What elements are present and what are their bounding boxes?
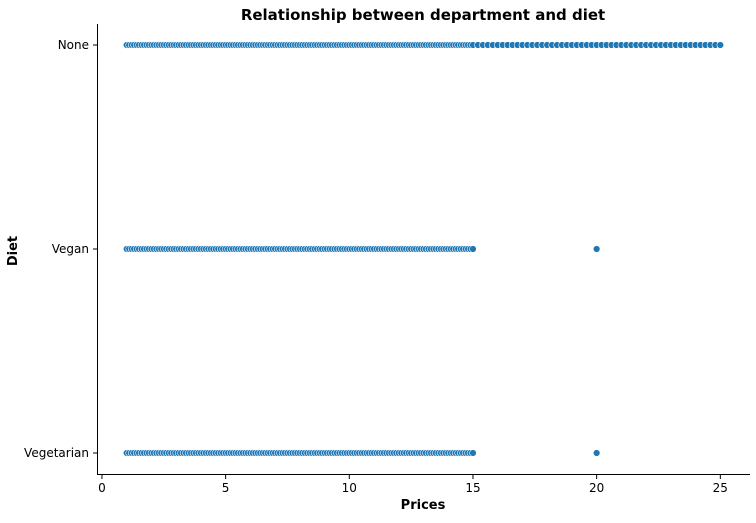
data-point	[469, 449, 477, 457]
y-axis-label: Diet	[6, 236, 21, 266]
y-tick-label: Vegan	[52, 242, 89, 256]
x-tick-label: 5	[222, 481, 230, 495]
y-axis-ticks: None Vegan Vegetarian	[24, 38, 97, 460]
data-point	[716, 41, 725, 49]
x-tick-label: 25	[713, 481, 728, 495]
y-tick-label: None	[58, 38, 89, 52]
y-tick-label: Vegetarian	[24, 446, 89, 460]
data-points	[122, 41, 725, 457]
chart-title: Relationship between department and diet	[241, 6, 605, 24]
x-tick-label: 10	[342, 481, 357, 495]
data-point	[469, 245, 477, 253]
x-axis-label: Prices	[401, 498, 446, 513]
x-axis-ticks: 0 5 10 15 20 25	[98, 475, 728, 495]
x-tick-label: 0	[98, 481, 106, 495]
x-tick-label: 20	[589, 481, 604, 495]
data-point	[592, 449, 601, 457]
x-tick-label: 15	[465, 481, 480, 495]
data-point	[592, 245, 601, 253]
